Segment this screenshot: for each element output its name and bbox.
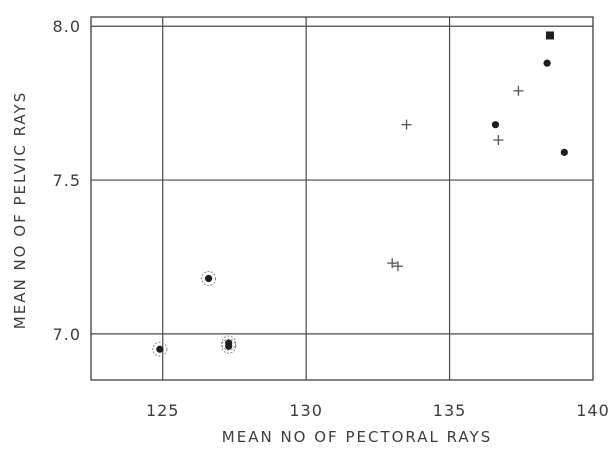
plot-frame <box>90 16 594 381</box>
data-point-plus <box>387 258 398 269</box>
y-tick-label: 7.0 <box>53 325 81 344</box>
y-axis-label: MEAN NO OF PELVIC RAYS <box>11 91 29 329</box>
data-point-circled-dot <box>221 338 237 354</box>
data-point-dot <box>491 121 500 129</box>
grid-layer <box>91 17 593 380</box>
x-axis-label: MEAN NO OF PECTORAL RAYS <box>222 428 492 446</box>
x-tick-label: 135 <box>433 401 467 420</box>
x-tick-label: 125 <box>146 401 180 420</box>
data-point-dot <box>543 59 551 67</box>
data-point-dot <box>560 148 568 156</box>
y-tick-label: 7.5 <box>53 171 81 190</box>
x-tick-label: 130 <box>289 401 323 420</box>
points-layer <box>152 31 568 357</box>
data-point-plus <box>493 135 504 146</box>
data-point-circled-dot <box>152 341 168 357</box>
data-point-plus <box>513 85 524 96</box>
data-point-square <box>545 31 554 40</box>
data-point-plus <box>401 119 412 130</box>
y-tick-labels: 7.0 7.5 8.0 <box>53 17 81 344</box>
x-tick-label: 140 <box>576 401 610 420</box>
data-point-plus <box>392 261 403 272</box>
data-point-circled-dot <box>201 270 217 286</box>
y-tick-label: 8.0 <box>53 17 81 36</box>
x-tick-labels: 125 130 135 140 <box>146 401 610 420</box>
